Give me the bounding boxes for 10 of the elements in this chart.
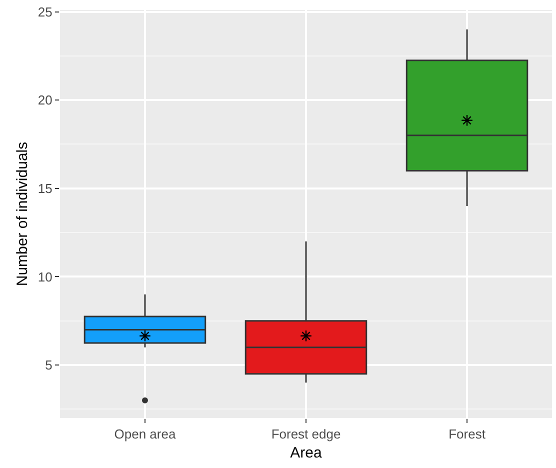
x-axis-title: Area: [290, 444, 322, 462]
y-tick-label: 10: [38, 269, 52, 284]
y-axis-title: Number of individuals: [14, 142, 32, 286]
x-tick-label: Forest: [448, 426, 486, 442]
y-tick-label: 15: [38, 180, 52, 196]
y-tick-label: 20: [38, 92, 52, 108]
y-tick-label: 25: [38, 4, 52, 20]
y-tick-label: 5: [45, 358, 52, 373]
x-tick-label: Forest edge: [271, 426, 341, 442]
x-tick-label: Open area: [114, 426, 176, 442]
